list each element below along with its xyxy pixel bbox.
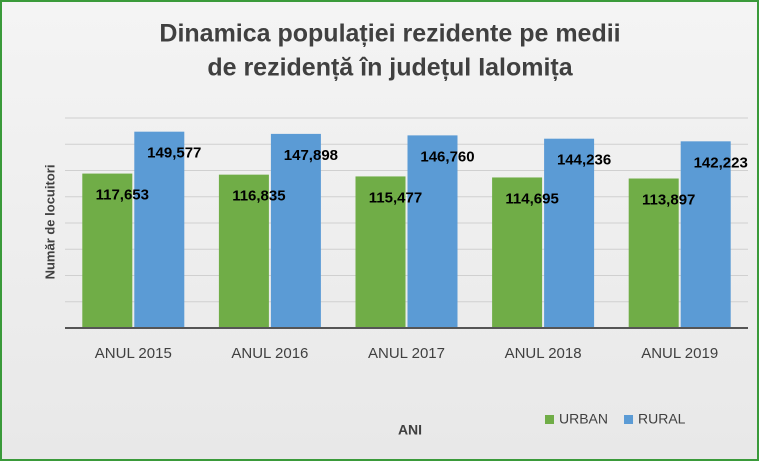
data-label: 142,223 [694, 154, 748, 171]
chart-title: de rezidență în județul Ialomița [207, 54, 573, 82]
bar [134, 131, 185, 328]
data-label: 115,477 [369, 189, 422, 206]
bar [355, 176, 406, 328]
bar [407, 135, 458, 328]
data-label: 147,898 [284, 147, 338, 164]
y-axis-title: Număr de locuitori [42, 165, 57, 280]
x-tick-label: ANUL 2016 [231, 345, 308, 362]
legend-swatch [545, 415, 554, 424]
x-tick-label: ANUL 2018 [505, 345, 582, 362]
legend-label: RURAL [638, 411, 686, 427]
bar [270, 133, 321, 328]
x-tick-label: ANUL 2017 [368, 345, 445, 362]
bar [492, 177, 543, 328]
bar [218, 174, 269, 328]
data-label: 113,897 [642, 191, 695, 208]
bar [82, 173, 133, 328]
data-label: 116,835 [232, 188, 285, 205]
x-tick-label: ANUL 2015 [95, 345, 172, 362]
data-label: 117,653 [96, 187, 149, 204]
x-tick-label: ANUL 2019 [641, 345, 718, 362]
data-label: 146,760 [420, 148, 474, 165]
bar [544, 138, 595, 328]
chart-title: Dinamica populației rezidente pe medii [159, 20, 620, 48]
legend-swatch [624, 415, 634, 424]
data-label: 144,236 [557, 152, 611, 169]
data-label: 149,577 [147, 145, 201, 162]
legend-label: URBAN [559, 411, 608, 427]
bar [628, 178, 679, 328]
data-label: 114,695 [505, 190, 558, 207]
bar [680, 141, 731, 328]
x-axis-title: ANI [398, 422, 422, 438]
